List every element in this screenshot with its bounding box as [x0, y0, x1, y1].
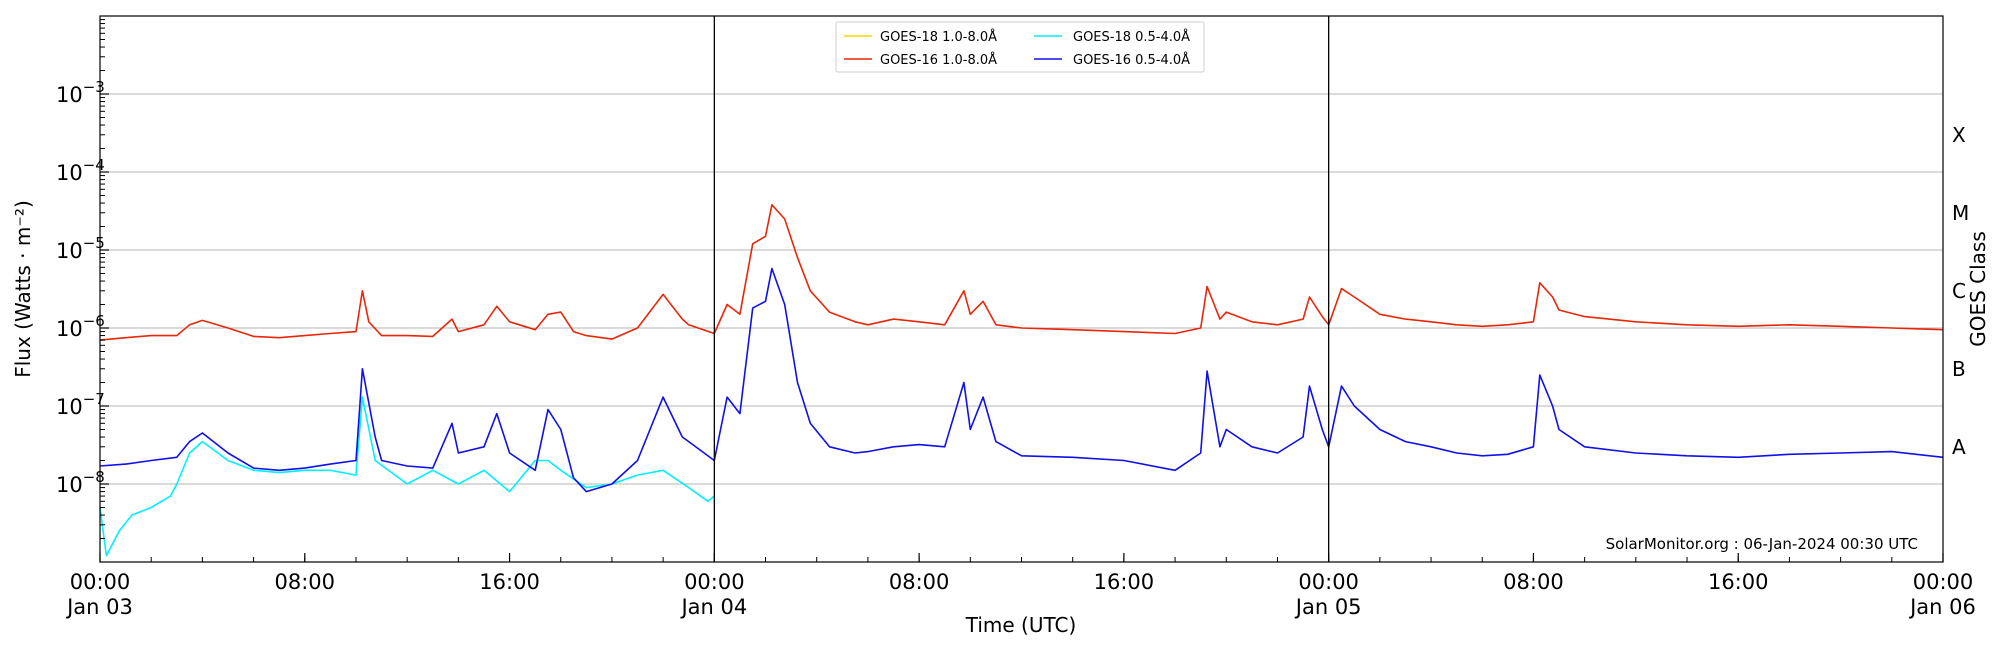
x-tick-label: 08:00 [275, 570, 336, 594]
x-tick-date-label: Jan 03 [65, 595, 133, 619]
x-tick-label: 16:00 [1708, 570, 1769, 594]
x-tick-label: 00:00 [1913, 570, 1974, 594]
y-tick-label: 10−3 [56, 78, 105, 107]
x-tick-label: 08:00 [889, 570, 950, 594]
goes-class-label: A [1952, 435, 1966, 459]
y-tick-label: 10−7 [56, 390, 105, 419]
legend-label-goes18-short: GOES-18 0.5-4.0Å [1073, 29, 1190, 45]
y-tick-label: 10−4 [56, 156, 105, 185]
x-tick-date-label: Jan 06 [1908, 595, 1976, 619]
legend-box [835, 21, 1205, 73]
series-line-goes-16-1-0-8-0- [99, 204, 1944, 341]
y-axis-label: Flux (Watts · m⁻²) [11, 200, 35, 378]
x-tick-date-label: Jan 04 [679, 595, 747, 619]
x-axis-label: Time (UTC) [965, 613, 1077, 637]
x-tick-label: 16:00 [479, 570, 540, 594]
x-tick-label: 00:00 [70, 570, 131, 594]
x-tick-label: 08:00 [1503, 570, 1564, 594]
x-tick-label: 00:00 [684, 570, 745, 594]
series-layer [99, 204, 1944, 557]
plot-frame [99, 15, 1944, 563]
legend-label-goes18-long: GOES-18 1.0-8.0Å [880, 29, 997, 45]
y-tick-label: 10−5 [56, 234, 105, 263]
x-tick-label: 16:00 [1094, 570, 1155, 594]
goes-class-label: M [1952, 201, 1969, 225]
series-line-goes-18-0-5-4-0- [99, 396, 715, 557]
legend-label-goes16-short: GOES-16 0.5-4.0Å [1073, 52, 1190, 68]
goes-class-label: B [1952, 357, 1966, 381]
legend: GOES-18 1.0-8.0Å GOES-16 1.0-8.0Å GOES-1… [835, 21, 1205, 73]
goes-class-label: C [1952, 279, 1966, 303]
grid [100, 93, 1943, 485]
x-tick-date-label: Jan 05 [1294, 595, 1362, 619]
y-axis-right-label: GOES Class [1966, 231, 1990, 347]
series-line-goes-16-0-5-4-0- [99, 267, 1944, 493]
y-tick-label: 10−8 [56, 468, 105, 497]
source-annotation: SolarMonitor.org : 06-Jan-2024 00:30 UTC [1606, 535, 1918, 553]
y-tick-label: 10−6 [56, 312, 105, 341]
goes-class-label: X [1952, 123, 1966, 147]
day-boundaries [713, 16, 1330, 562]
legend-label-goes16-long: GOES-16 1.0-8.0Å [880, 52, 997, 68]
x-tick-label: 00:00 [1298, 570, 1359, 594]
